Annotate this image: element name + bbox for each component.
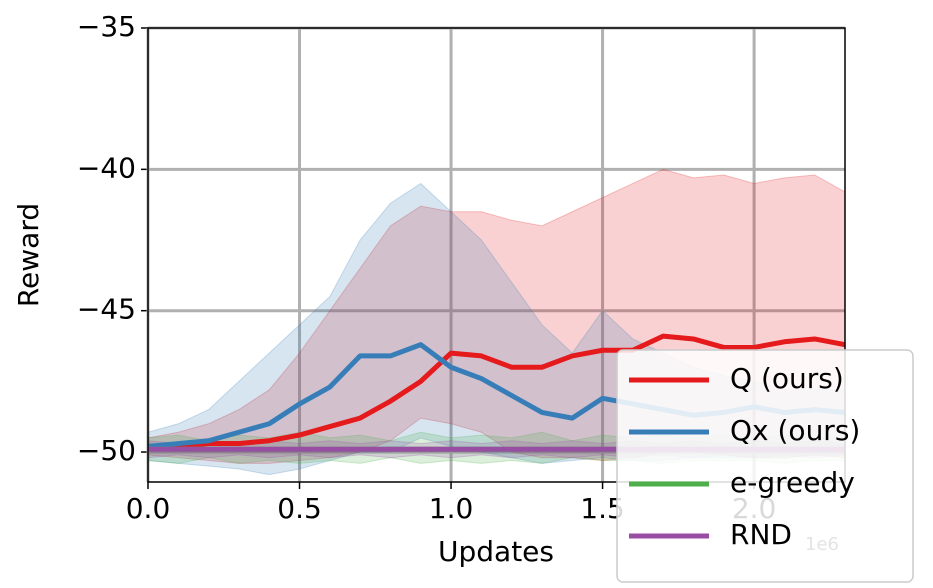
y-tick-label: −35: [77, 10, 136, 43]
x-tick-label: 1.0: [429, 492, 474, 525]
x-tick-label: 0.0: [126, 492, 171, 525]
y-tick-label: −40: [77, 151, 136, 184]
y-tick-label: −50: [77, 434, 136, 467]
legend-label: Qx (ours): [730, 414, 860, 447]
y-axis-label: Reward: [12, 203, 45, 307]
x-tick-label: 0.5: [277, 492, 322, 525]
y-tick-label: −45: [77, 293, 136, 326]
legend-label: RND: [730, 518, 792, 551]
line: [148, 333, 845, 449]
legend: Q (ours) Qx (ours) e-greedy RND: [616, 349, 914, 583]
x-axis-label: Updates: [438, 535, 554, 568]
legend-label: Q (ours): [730, 362, 844, 395]
legend-label: e-greedy: [730, 466, 855, 499]
legend-box: [616, 349, 914, 583]
plot-frame: [147, 27, 846, 483]
